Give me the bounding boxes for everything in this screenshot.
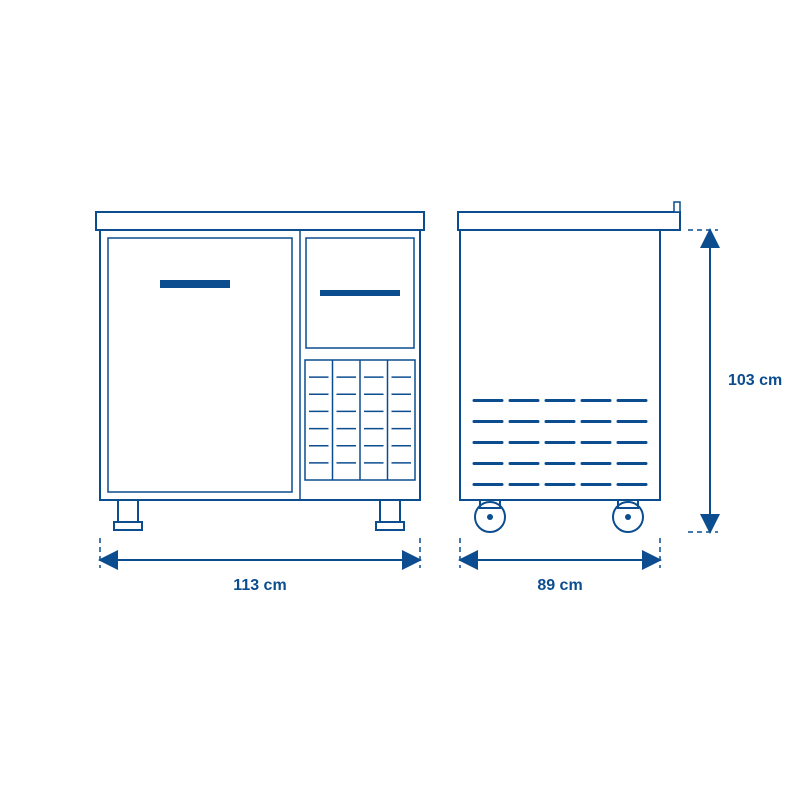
- side-worktop: [458, 212, 680, 230]
- front-worktop: [96, 212, 424, 230]
- dimension-label: 89 cm: [537, 577, 582, 594]
- front-body: [100, 230, 420, 500]
- dimension-diagram: 113 cm 89 cm 103 cm: [0, 0, 800, 800]
- dimension-label: 113 cm: [233, 577, 286, 594]
- front-handle-left: [160, 280, 230, 288]
- dimension-label: 103 cm: [728, 372, 782, 389]
- side-body: [460, 230, 660, 500]
- front-handle-right: [320, 290, 400, 296]
